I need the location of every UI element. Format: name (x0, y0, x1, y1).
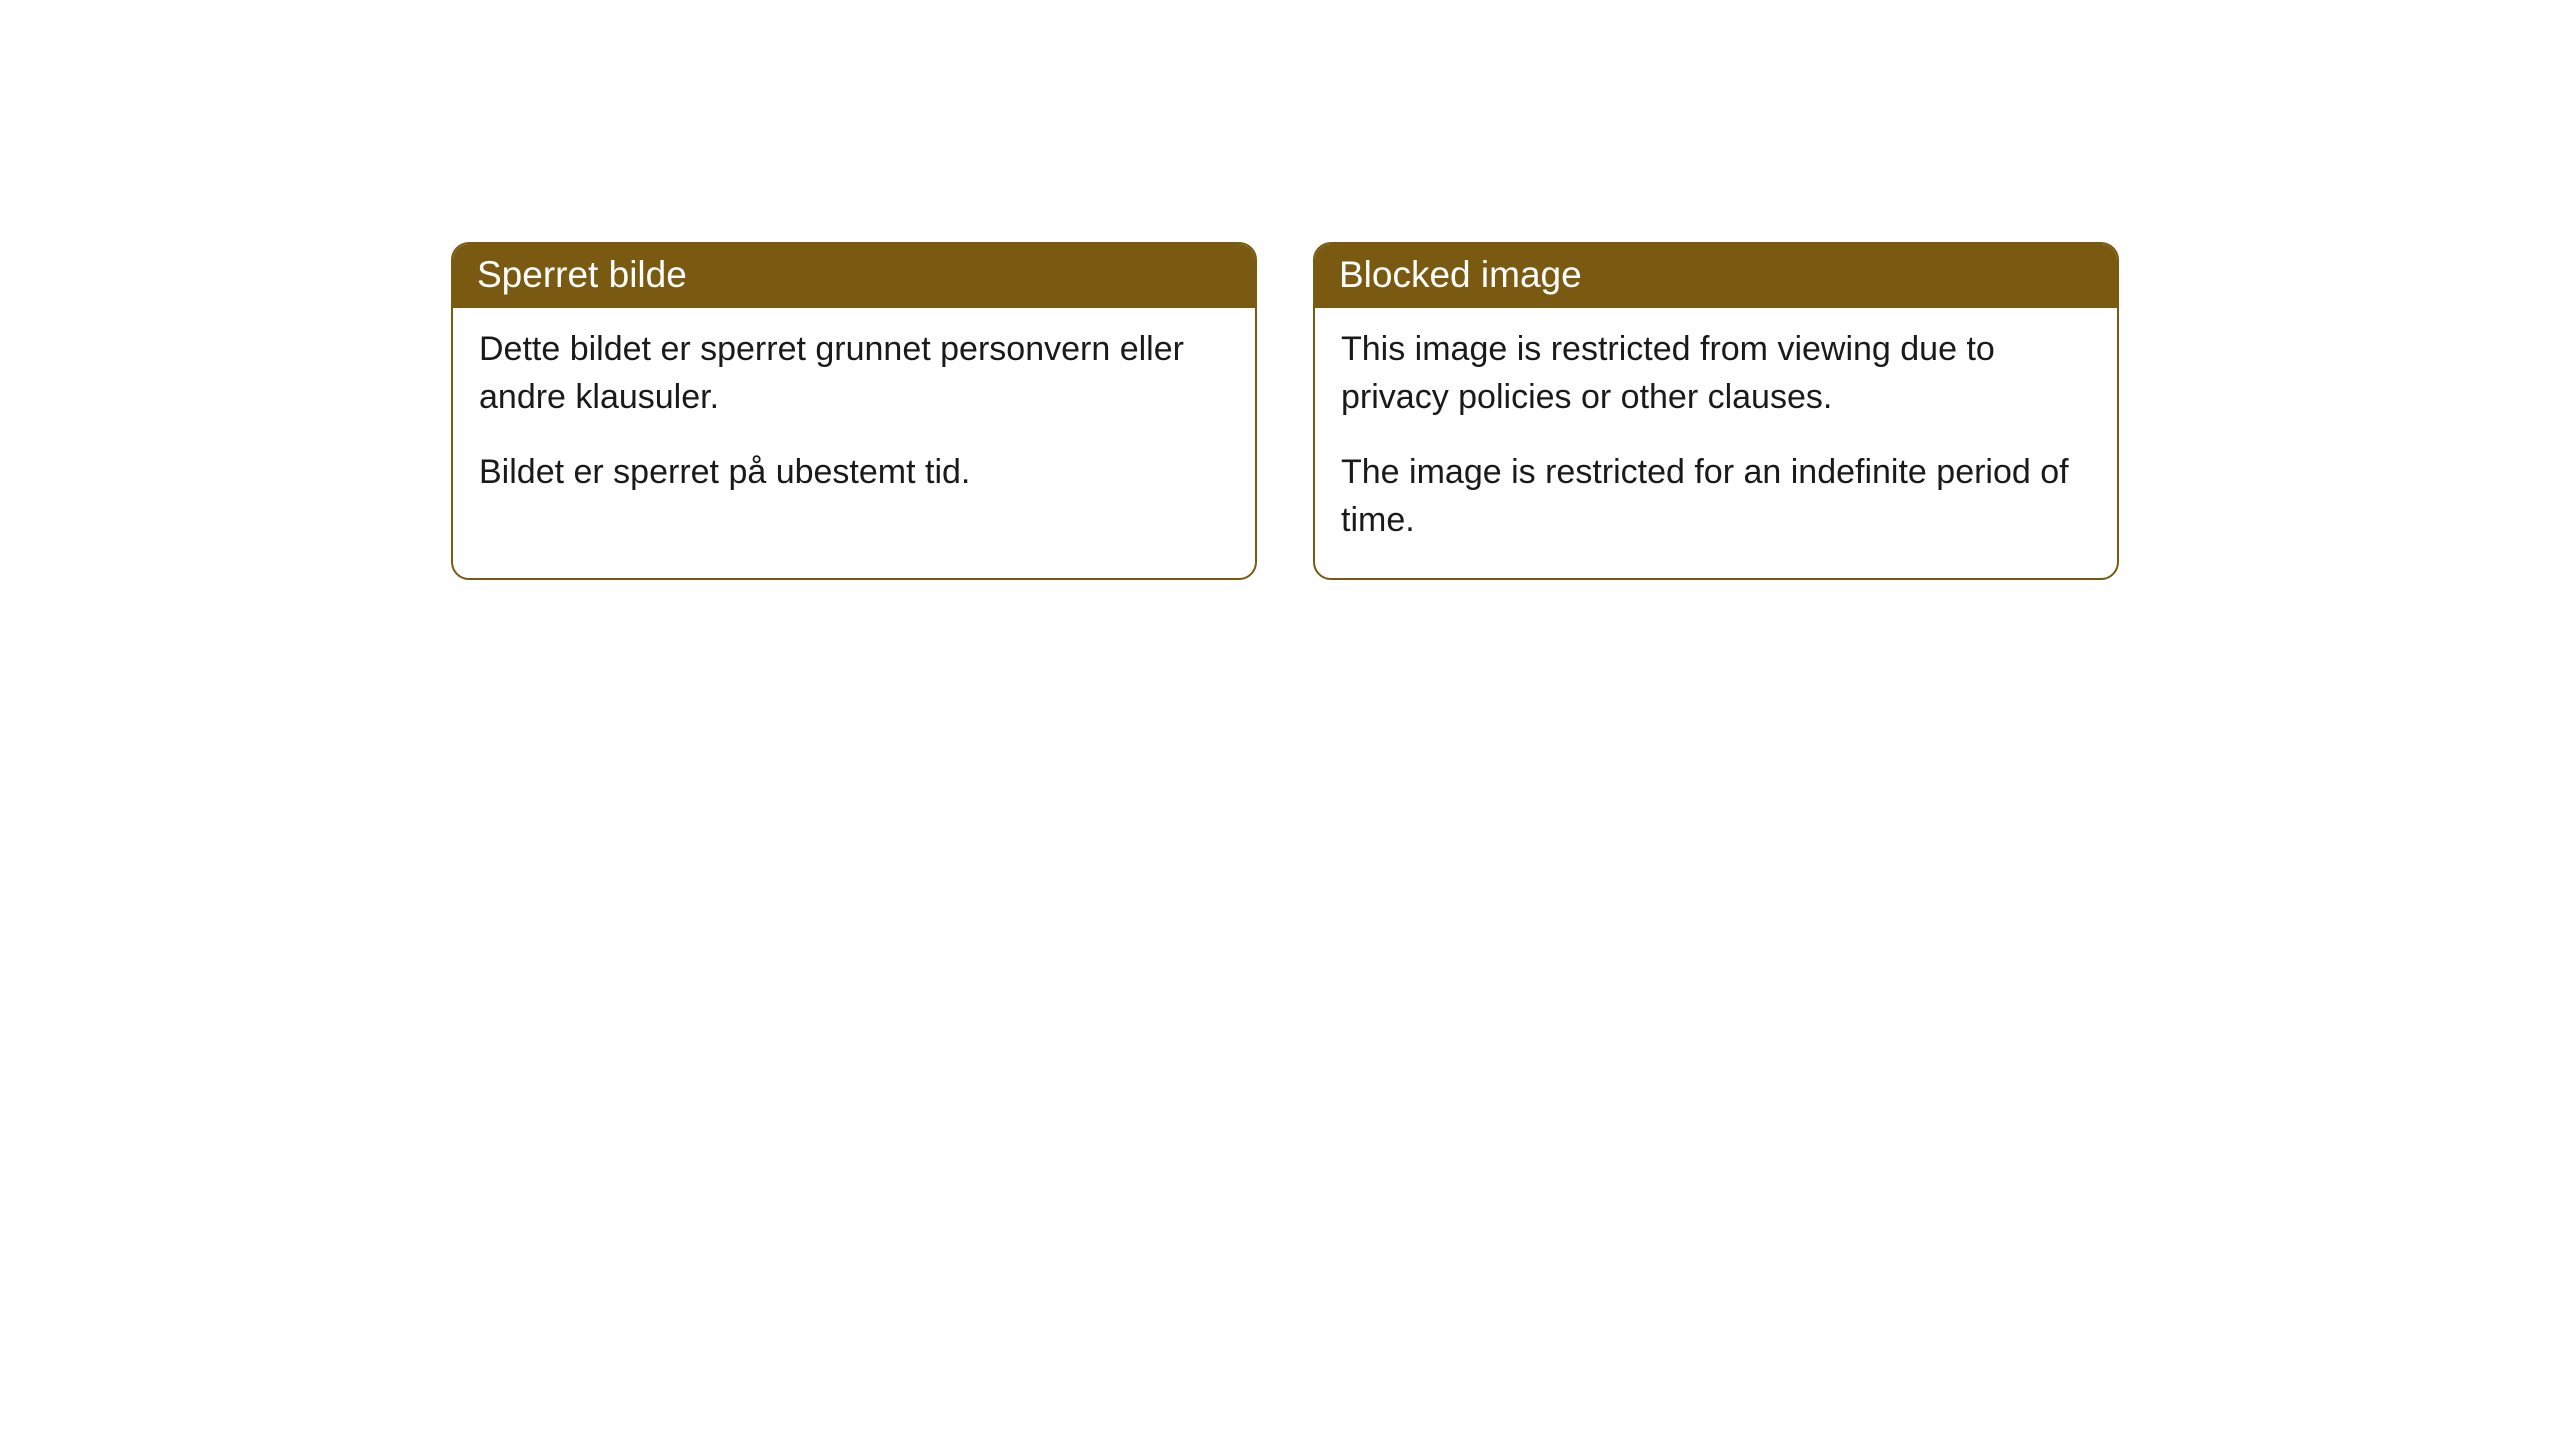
card-body: This image is restricted from viewing du… (1315, 308, 2117, 578)
card-title: Sperret bilde (453, 244, 1255, 308)
card-norwegian: Sperret bilde Dette bildet er sperret gr… (451, 242, 1257, 580)
card-title: Blocked image (1315, 244, 2117, 308)
card-english: Blocked image This image is restricted f… (1313, 242, 2119, 580)
card-paragraph: The image is restricted for an indefinit… (1341, 449, 2091, 544)
card-paragraph: This image is restricted from viewing du… (1341, 326, 2091, 421)
card-paragraph: Dette bildet er sperret grunnet personve… (479, 326, 1229, 421)
card-paragraph: Bildet er sperret på ubestemt tid. (479, 449, 1229, 497)
cards-container: Sperret bilde Dette bildet er sperret gr… (451, 242, 2119, 580)
card-body: Dette bildet er sperret grunnet personve… (453, 308, 1255, 531)
